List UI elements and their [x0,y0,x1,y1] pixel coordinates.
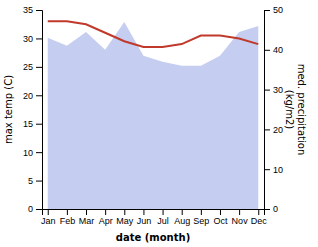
tick-label: Jun [137,216,152,226]
tick-mark [36,67,42,68]
tick-mark [258,209,259,215]
tick-mark [264,50,270,51]
tick-mark [36,209,42,210]
tick-mark [264,209,270,210]
tick-label: 30 [23,34,33,44]
tick: 40 [264,45,283,55]
tick-mark [264,129,270,130]
tick: Dec [251,209,268,226]
y2-axis-title-line: med. precipitation [296,64,307,156]
tick-mark [201,209,202,215]
tick-label: May [116,216,134,226]
tick-mark [239,209,240,215]
tick: 0 [264,204,278,214]
tick-mark [163,209,164,215]
tick: 50 [264,5,283,15]
tick-label: Apr [99,216,113,226]
marks [48,21,259,209]
tick-label: 0 [273,204,278,214]
x-axis-title: date (month) [116,232,190,243]
tick-label: 25 [23,62,33,72]
tick: 35 [23,5,42,15]
tick-label: Sep [193,216,209,226]
tick-label: 20 [273,125,283,135]
tick: 10 [264,165,283,175]
tick-label: Mar [79,216,95,226]
tick-mark [36,124,42,125]
tick-label: 30 [273,85,283,95]
tick-mark [264,10,270,11]
tick-label: Feb [60,216,76,226]
y2-axis-title: med. precipitation(kg/m2) [284,64,307,156]
tick-label: Jul [157,216,169,226]
tick-label: 0 [28,204,33,214]
y-axis-title: max temp (C) [3,75,14,144]
axis-domain [265,11,271,210]
tick: 20 [23,91,42,101]
tick-label: 5 [28,176,33,186]
tick-mark [105,209,106,215]
plot-area: Jan FebMar AprMayJun Jul AugSep Oct NovDec 0 5 10… [23,5,283,226]
tick: 15 [23,119,42,129]
tick-mark [264,169,270,170]
axis-domain [43,210,265,216]
tick-mark [36,181,42,182]
tick-mark [124,209,125,215]
tick: Apr [99,209,113,226]
tick: Mar [79,209,95,226]
tick-label: 50 [273,5,283,15]
tick-mark [36,38,42,39]
tick-label: Dec [251,216,268,226]
tick: 0 [28,204,42,214]
tick-mark [220,209,221,215]
tick: Nov [232,209,249,226]
tick-label: Nov [232,216,249,226]
tick: Feb [60,209,76,226]
y2-axis: 0 10 20 30 40 50 [264,5,283,214]
tick-mark [264,90,270,91]
tick: 5 [28,176,42,186]
tick-label: 35 [23,5,33,15]
tick: 30 [264,85,283,95]
tick: Jan [41,209,56,226]
y2-axis-title-line: (kg/m2) [284,90,295,130]
x-axis: Jan FebMar AprMayJun Jul AugSep Oct NovDec [41,209,267,226]
tick-mark [67,209,68,215]
tick: Sep [193,209,209,226]
tick: May [116,209,134,226]
axis-domain [36,11,43,210]
tick: 25 [23,62,42,72]
tick-mark [36,152,42,153]
tick: 20 [264,125,283,135]
tick: Jun [137,209,152,226]
tick-mark [182,209,183,215]
tick-label: 20 [23,91,33,101]
tick-mark [36,95,42,96]
tick-mark [86,209,87,215]
tick-mark [143,209,144,215]
y-axis: 0 5 10 15 20 25 30 35 [23,5,43,214]
tick: Jul [157,209,169,226]
tick-mark [36,10,42,11]
tick-label: Jan [41,216,56,226]
tick-mark [48,209,49,215]
tick-label: 40 [273,45,283,55]
tick-label: 10 [23,148,33,158]
tick: Oct [213,209,228,226]
tick-label: 15 [23,119,33,129]
tick: 10 [23,148,42,158]
tick: Aug [174,209,190,226]
tick-label: 10 [273,165,283,175]
tick-label: Aug [174,216,190,226]
temperature-line [48,21,259,47]
tick: 30 [23,34,42,44]
precipitation-area [48,22,259,209]
tick-label: Oct [213,216,228,226]
chart: Jan FebMar AprMayJun Jul AugSep Oct NovDec 0 5 10… [0,0,318,247]
